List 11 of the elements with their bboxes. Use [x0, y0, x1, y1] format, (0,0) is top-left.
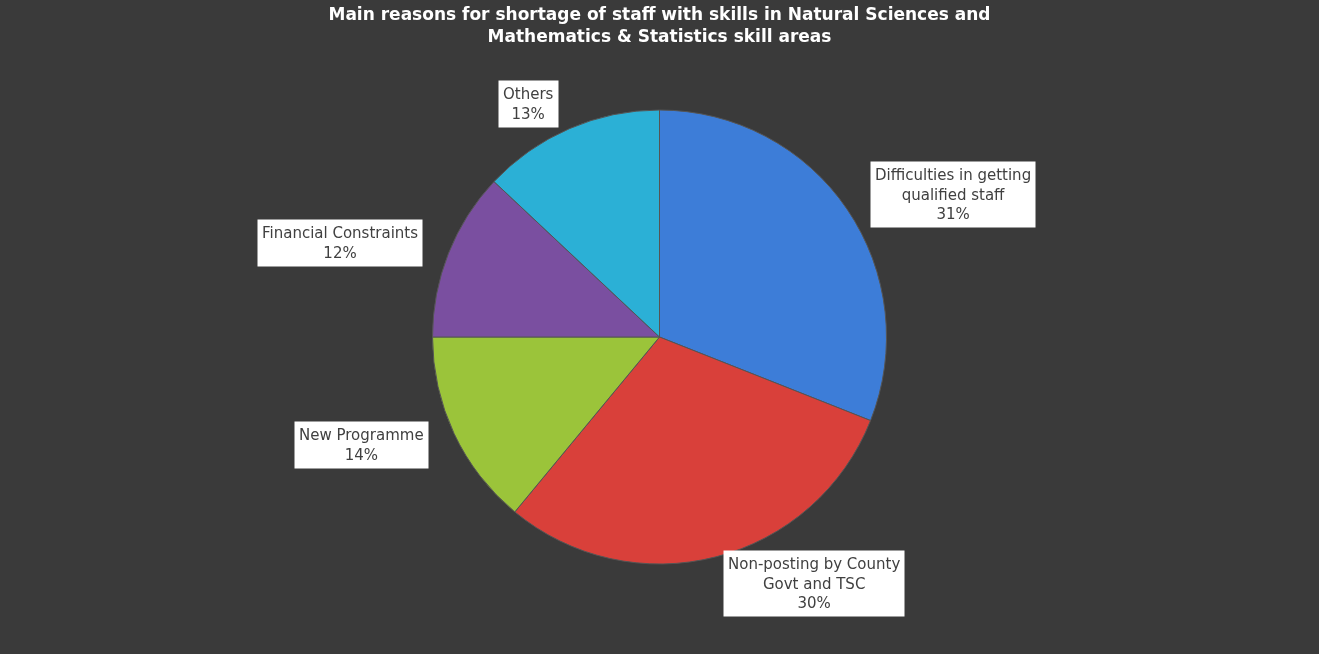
- data-label: 12%: [323, 243, 357, 262]
- slice-label: Others: [503, 85, 554, 103]
- data-label: 31%: [936, 205, 970, 223]
- slice-label: Difficulties in getting qualified staff: [875, 166, 1032, 204]
- data-label: 14%: [344, 445, 378, 464]
- slice-label: Financial Constraints: [262, 224, 419, 242]
- slice-label: Non-posting by County Govt and TSC: [728, 555, 901, 593]
- data-label: 30%: [797, 594, 831, 612]
- data-label: 13%: [511, 104, 545, 123]
- chart-title: Main reasons for shortage of staff with skills in Natural Sciences and Mathematics & Statistics skill areas: [328, 3, 991, 46]
- slice-label: New Programme: [299, 426, 424, 444]
